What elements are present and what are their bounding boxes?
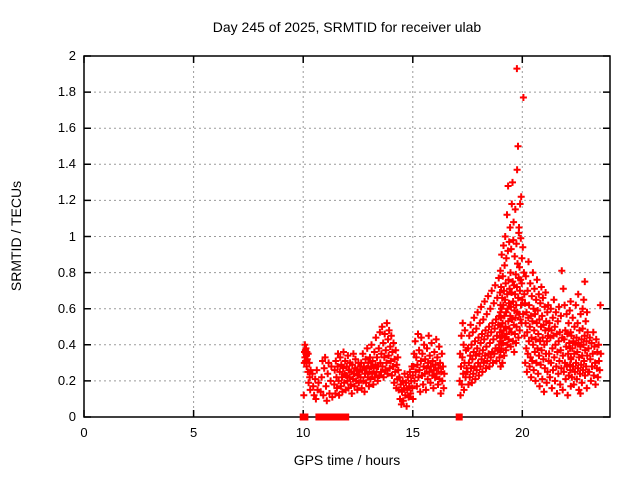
x-tick-label: 10 [295, 425, 311, 440]
y-tick-label: 0.8 [57, 264, 76, 280]
x-tick-label: 5 [189, 425, 198, 440]
y-tick-label: 1.8 [57, 84, 76, 100]
chart-title: Day 245 of 2025, SRMTID for receiver ula… [212, 19, 482, 35]
y-tick-label: 1.6 [57, 120, 76, 136]
y-tick-label: 1.2 [57, 192, 76, 208]
y-tick-label: 0 [68, 409, 76, 424]
x-tick-label: 0 [80, 425, 88, 440]
y-tick-label: 0.4 [57, 336, 76, 352]
x-tick-label: 15 [405, 425, 420, 440]
y-tick-label: 1.4 [57, 156, 76, 172]
y-tick-label: 2 [68, 48, 76, 63]
x-tick-label: 20 [515, 425, 530, 440]
y-tick-label: 1 [68, 228, 76, 244]
y-tick-label: 0.6 [57, 300, 76, 316]
x-axis-label: GPS time / hours [293, 452, 401, 468]
y-tick-label: 0.2 [57, 372, 76, 388]
